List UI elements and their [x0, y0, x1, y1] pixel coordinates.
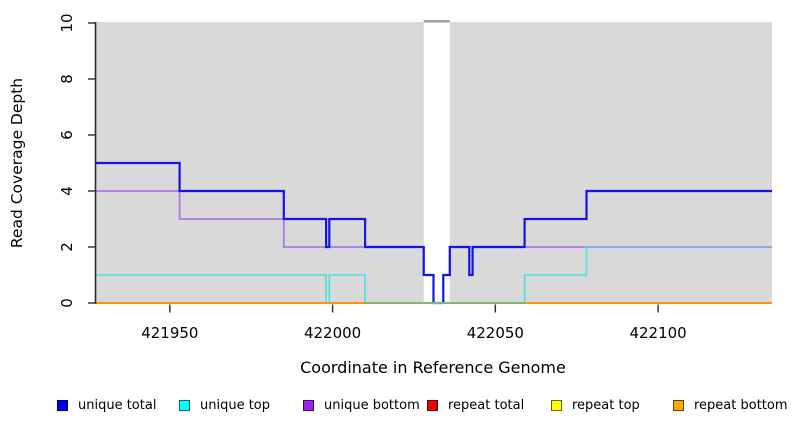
legend-label: unique top — [200, 398, 271, 413]
y-tick-label: 8 — [58, 74, 76, 84]
y-tick-label: 0 — [58, 298, 76, 308]
x-axis-title: Coordinate in Reference Genome — [300, 358, 566, 377]
legend-item-unique-bottom: unique bottom — [303, 398, 420, 413]
legend-label: unique bottom — [324, 398, 420, 413]
x-tick-label: 422000 — [304, 324, 361, 342]
legend-label: repeat total — [448, 398, 525, 413]
legend-item-repeat-total: repeat total — [427, 398, 524, 413]
series-line-unique-top — [95, 246, 772, 304]
plot-layer: 0 2 4 6 8 10 421950 422000 422050 422100 — [58, 13, 772, 342]
x-tick-label: 421950 — [141, 324, 198, 342]
x-tick-label: 422050 — [467, 324, 524, 342]
y-axis-title: Read Coverage Depth — [8, 78, 26, 248]
unique-bottom-swatch-icon — [303, 400, 314, 411]
gap-region-cap — [423, 20, 450, 23]
unique-total-swatch-icon — [57, 400, 68, 411]
legend-item-unique-total: unique total — [57, 398, 156, 413]
legend-item-unique-top: unique top — [179, 398, 270, 413]
x-tick-label: 422100 — [629, 324, 686, 342]
gap-region — [423, 22, 450, 303]
y-tick-label: 10 — [58, 13, 76, 32]
y-tick-label: 6 — [58, 130, 76, 140]
repeat-top-swatch-icon — [551, 400, 562, 411]
legend-label: repeat top — [572, 398, 640, 413]
repeat-bottom-swatch-icon — [673, 400, 684, 411]
legend-label: unique total — [78, 398, 157, 413]
legend-item-repeat-top: repeat top — [551, 398, 640, 413]
legend-label: repeat bottom — [694, 398, 788, 413]
coverage-chart: 0 2 4 6 8 10 421950 422000 422050 422100 Read Cov… — [8, 13, 772, 377]
repeat-total-swatch-icon — [427, 400, 438, 411]
series-line-unique-total — [95, 161, 772, 305]
y-tick-label: 2 — [58, 242, 76, 252]
y-tick-label: 4 — [58, 186, 76, 196]
legend-item-repeat-bottom: repeat bottom — [673, 398, 788, 413]
unique-top-swatch-icon — [179, 400, 190, 411]
chart-legend: unique total unique top unique bottom re… — [0, 394, 792, 422]
